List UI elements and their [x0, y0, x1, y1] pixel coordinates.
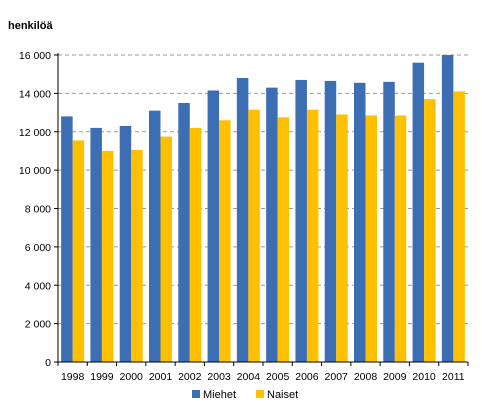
x-tick-label: 2004 [237, 371, 261, 383]
bar-naiset-1999 [101, 150, 114, 362]
y-tick-label: 8 000 [25, 204, 51, 216]
bar-naiset-2006 [306, 109, 319, 362]
y-tick-labels: 0 2 000 4 000 6 000 8 000 10 000 12 000 14 000 1… [19, 50, 51, 369]
x-tick-label: 2010 [412, 371, 436, 383]
bar-naiset-2007 [336, 114, 348, 362]
x-tick-label: 2007 [325, 371, 349, 383]
y-tick-label: 6 000 [25, 242, 51, 254]
bar-miehet-2003 [207, 90, 220, 362]
bar-miehet-2000 [119, 125, 132, 363]
y-tick-label: 0 [45, 357, 51, 369]
bar-naiset-2002 [189, 127, 202, 362]
bar-miehet-2007 [324, 80, 337, 362]
bar-miehet-2004 [236, 78, 249, 363]
bar-naiset-2011 [453, 91, 465, 363]
y-tick-label: 10 000 [19, 165, 51, 177]
bar-miehet-2008 [354, 82, 366, 363]
bar-miehet-2009 [383, 81, 395, 363]
bar-miehet-1999 [90, 127, 102, 362]
x-tick-label: 1999 [90, 371, 114, 383]
x-tick-label: 2009 [383, 371, 407, 383]
y-tick-label: 14 000 [19, 88, 51, 100]
bar-naiset-2003 [219, 120, 231, 362]
bar-naiset-2001 [160, 136, 172, 362]
y-tick-label: 2 000 [25, 319, 51, 331]
bar-naiset-1998 [72, 140, 85, 362]
legend: Miehet Naiset [192, 389, 298, 401]
y-tick-label: 4 000 [25, 280, 51, 292]
x-tick-label: 2005 [266, 371, 290, 383]
x-tick-label: 2002 [178, 371, 202, 383]
bar-naiset-2010 [424, 99, 436, 362]
bar-miehet-2011 [441, 55, 454, 362]
x-tick-label: 2008 [354, 371, 378, 383]
bar-naiset-2005 [277, 117, 290, 362]
bar-miehet-2006 [295, 79, 307, 362]
bar-miehet-2010 [412, 62, 425, 363]
bar-naiset-2000 [131, 149, 143, 362]
bar-naiset-2008 [365, 115, 377, 362]
gridlines [54, 54, 468, 363]
bar-naiset-2004 [248, 109, 260, 362]
legend-swatch-naiset [256, 390, 264, 398]
y-tick-label: 12 000 [19, 127, 51, 139]
axes [57, 53, 469, 366]
bar-miehet-2001 [149, 110, 161, 362]
y-axis-unit-label: henkilöä [8, 20, 54, 32]
bar-miehet-2002 [178, 102, 190, 362]
x-tick-labels: 1998 1999 2000 2001 2002 2003 2004 2005 2006 2007… [61, 371, 465, 383]
bar-miehet-1998 [61, 116, 73, 363]
x-tick-label: 2000 [120, 371, 144, 383]
x-tick-label: 2006 [295, 371, 319, 383]
bar-miehet-2005 [266, 87, 278, 363]
legend-label-miehet: Miehet [203, 389, 236, 401]
bars [61, 55, 465, 363]
x-tick-label: 2003 [207, 371, 231, 383]
y-tick-label: 16 000 [19, 50, 51, 62]
bar-naiset-2009 [394, 115, 407, 362]
x-tick-label: 1998 [61, 371, 85, 383]
x-tick-label: 2011 [442, 371, 465, 383]
legend-label-naiset: Naiset [267, 389, 298, 401]
x-tick-label: 2001 [149, 371, 173, 383]
legend-swatch-miehet [192, 390, 200, 398]
